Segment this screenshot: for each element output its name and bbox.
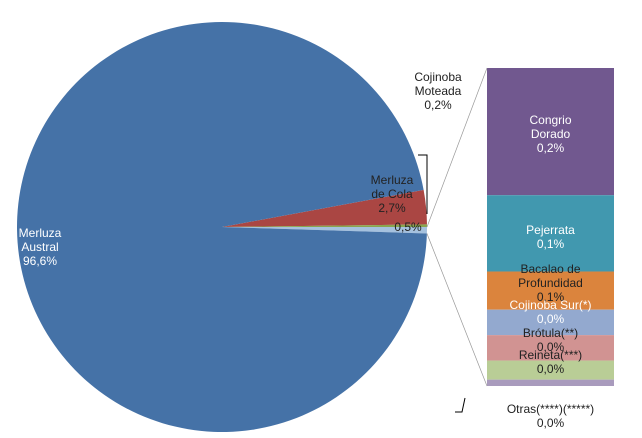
label-text: Bacalao de Profundidad bbox=[518, 262, 583, 290]
label-text: 0,0% bbox=[536, 416, 565, 430]
data-label: Brótula(**) 0,0% bbox=[523, 326, 578, 354]
label-text: 0,2% bbox=[424, 98, 452, 112]
leader-line bbox=[455, 397, 466, 413]
connector-line bbox=[426, 67, 488, 228]
label-text: 0,0% bbox=[536, 312, 565, 326]
pie-slice bbox=[16, 21, 427, 433]
label-text: 0,1% bbox=[536, 237, 565, 251]
data-label: Congrio Dorado 0,2% bbox=[529, 113, 571, 155]
label-text: Merluza Austral bbox=[18, 226, 62, 254]
pie-slice bbox=[222, 224, 427, 227]
label-text: 0,1% bbox=[536, 290, 565, 304]
label-text: 0,2% bbox=[536, 141, 565, 155]
label-text: Congrio Dorado bbox=[529, 113, 572, 141]
label-text: Merluza de Cola bbox=[370, 173, 414, 201]
bar-segment bbox=[487, 271, 614, 310]
label-text: Otras(****)(*****) bbox=[506, 402, 595, 416]
label-text: Cojinoba Sur(*) bbox=[509, 298, 592, 312]
data-label: 0,5% bbox=[394, 220, 421, 234]
data-label: Cojinoba Sur(*) 0,0% bbox=[509, 298, 591, 326]
label-text: 0,0% bbox=[536, 340, 565, 354]
connector-line bbox=[426, 233, 488, 387]
data-label: Pejerrata 0,1% bbox=[526, 223, 575, 251]
label-text: Pejerrata bbox=[526, 223, 575, 237]
label-text: 2,7% bbox=[378, 201, 406, 215]
label-text: Brótula(**) bbox=[522, 326, 579, 340]
pie-slice bbox=[222, 189, 427, 227]
bar-segment bbox=[487, 195, 614, 272]
data-label: Bacalao de Profundidad 0,1% bbox=[505, 262, 597, 304]
data-label: Reineta(***) 0,0% bbox=[519, 348, 582, 376]
label-text: Reineta(***) bbox=[518, 348, 583, 362]
bar-segment bbox=[487, 360, 614, 380]
data-label: Cojinoba Moteada 0,2% bbox=[414, 70, 461, 112]
bar-segment bbox=[487, 68, 614, 196]
leader-line bbox=[418, 154, 428, 214]
label-text: 96,6% bbox=[22, 254, 58, 268]
data-label: Merluza Austral 96,6% bbox=[19, 226, 62, 268]
data-label: Otras(****)(*****) 0,0% bbox=[507, 402, 594, 430]
label-text: 0,5% bbox=[394, 220, 422, 234]
pie-slice bbox=[222, 227, 427, 234]
bar-segment bbox=[487, 379, 614, 386]
label-text: Cojinoba Moteada bbox=[414, 70, 462, 98]
bar-segment bbox=[487, 309, 614, 336]
label-text: 0,0% bbox=[536, 362, 565, 376]
data-label: Merluza de Cola 2,7% bbox=[371, 173, 414, 215]
bar-segment bbox=[487, 335, 614, 361]
